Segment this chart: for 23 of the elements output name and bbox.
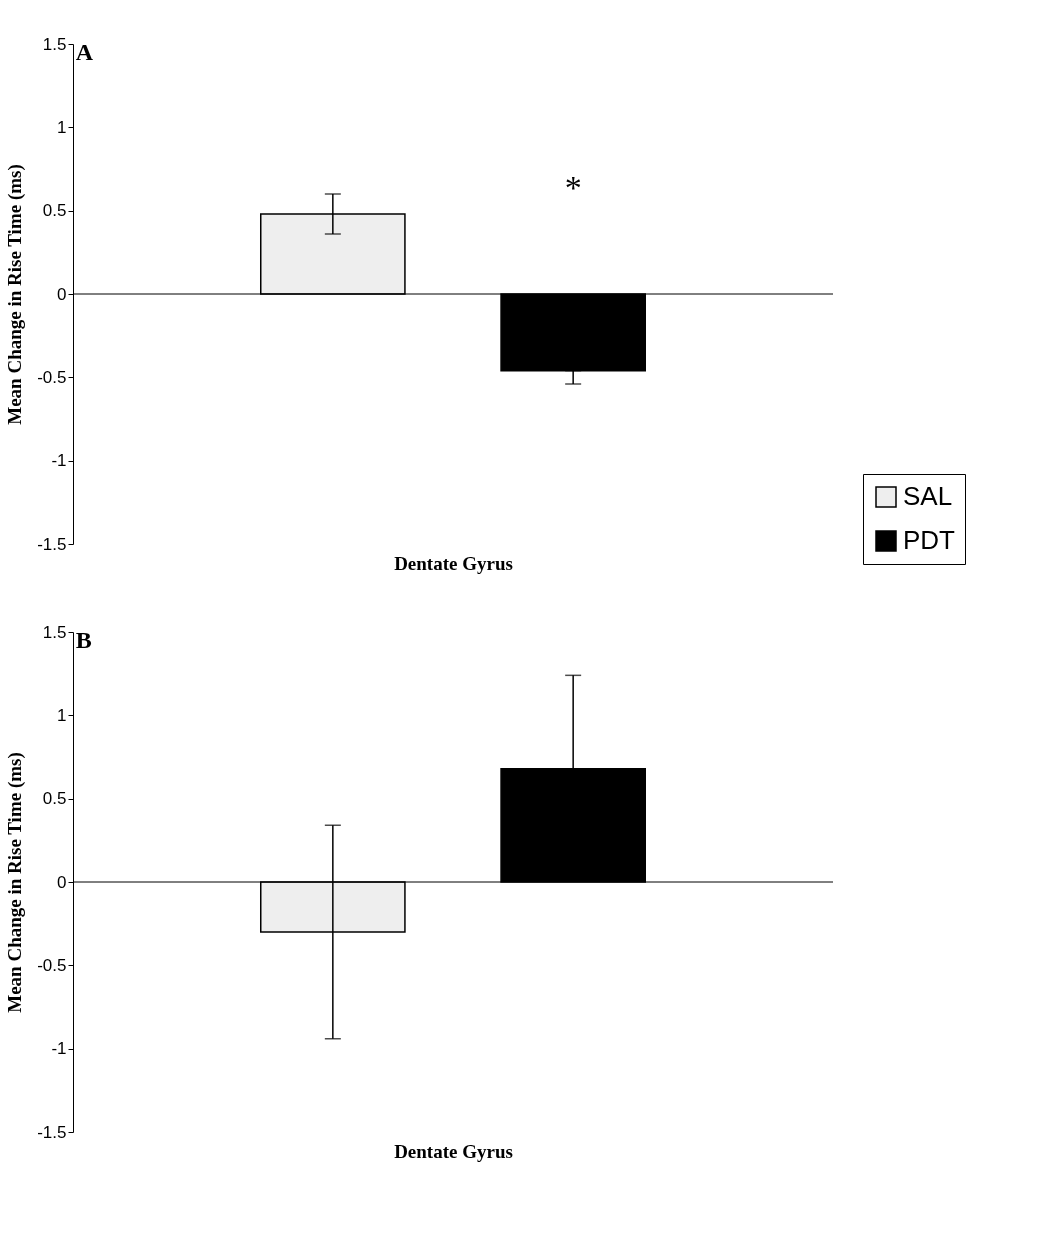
y-tick-label: -1.5 bbox=[37, 534, 67, 554]
y-tick-label: -0.5 bbox=[37, 955, 67, 975]
annotation: * bbox=[564, 169, 582, 206]
y-tick-label: 0 bbox=[57, 284, 67, 304]
legend-label: PDT bbox=[903, 525, 956, 555]
y-axis-title: Mean Change in Rise Time (ms) bbox=[4, 752, 27, 1013]
y-tick-label: -0.5 bbox=[37, 367, 67, 387]
y-tick-label: -1 bbox=[51, 451, 67, 471]
y-tick-label: 1 bbox=[57, 705, 67, 725]
y-tick-label: 1 bbox=[57, 117, 67, 137]
y-axis-title: Mean Change in Rise Time (ms) bbox=[4, 164, 27, 425]
y-tick-label: 1.5 bbox=[42, 622, 67, 642]
x-axis-title: Dentate Gyrus bbox=[394, 552, 513, 574]
chart-title: A bbox=[75, 39, 94, 65]
y-tick-label: 1.5 bbox=[42, 34, 67, 54]
legend-label: SAL bbox=[903, 481, 953, 511]
y-tick-label: 0 bbox=[57, 872, 67, 892]
chart-title: B bbox=[75, 627, 92, 653]
x-axis-title: Dentate Gyrus bbox=[394, 1140, 513, 1162]
y-tick-label: -1.5 bbox=[37, 1122, 67, 1142]
y-tick-label: -1 bbox=[51, 1039, 67, 1059]
y-tick-label: 0.5 bbox=[42, 789, 67, 809]
y-tick-label: 0.5 bbox=[42, 201, 67, 221]
